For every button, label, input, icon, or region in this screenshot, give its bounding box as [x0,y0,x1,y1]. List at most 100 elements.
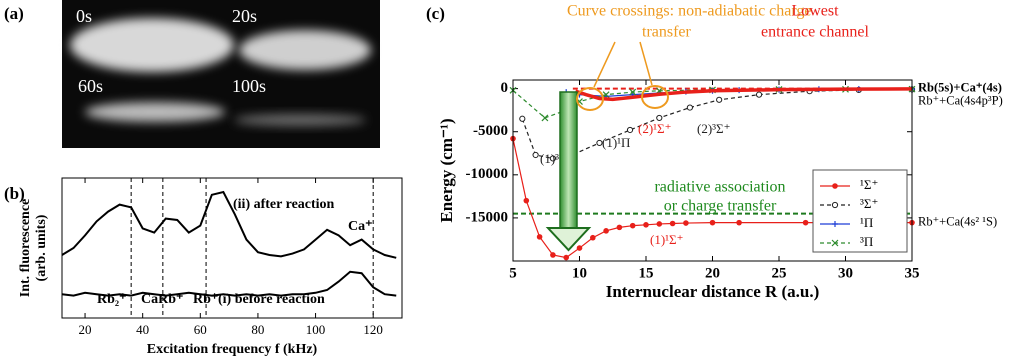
plot-frame [512,79,913,262]
frame-time: 60s [78,76,103,96]
annotation: radiative association [654,179,785,196]
point [563,254,569,261]
crossing-circle [576,87,604,111]
x-tick-label: 10 [572,265,587,281]
annotation: (1)¹Σ⁺ [650,232,683,247]
point [549,155,557,162]
point [532,151,539,159]
frame-time: 100s [232,76,266,96]
annotation: (2)³Σ⁺ [697,121,730,136]
point [576,245,583,251]
curve-label: (i) before reaction [218,292,325,307]
frame-time: 20s [232,6,257,26]
point [603,228,609,234]
panel-label: (b) [4,184,25,203]
point [716,96,723,103]
panel-label: (a) [4,4,24,23]
point [755,91,763,98]
point [602,91,610,99]
asymptote-label: Rb⁺+Ca(4s² ¹S) [918,215,997,229]
x-tick-label: 25 [772,265,787,281]
y-tick-label: 0 [501,80,509,96]
x-tick-label: 60 [194,322,207,337]
point [643,222,649,228]
pointer [639,41,653,86]
point [709,219,716,226]
annotation: (2)¹Σ⁺ [638,121,671,136]
x-tick-label: 35 [905,265,920,281]
y-axis-label: Energy (cm⁻¹) [437,118,456,222]
point [550,252,556,258]
x-tick-label: 20 [705,265,720,281]
marker-label: CaRb⁺ [141,292,183,307]
annotation: Curve crossings: non-adiabatic charge [567,3,812,20]
x-tick-label: 100 [306,322,326,337]
entrance-channel [574,87,913,102]
x-tick-label: 30 [838,265,853,281]
annotation: Lowest [791,3,839,20]
y-axis-label: (arb. units) [34,214,49,281]
point [683,220,689,226]
series-line [61,190,397,259]
y-tick-label: -5000 [473,123,508,139]
annotation: or charge transfer [664,198,777,215]
y-tick-label: -15000 [466,209,509,225]
ion-cloud [70,18,234,72]
point [629,88,637,96]
frame-time: 0s [76,6,92,26]
point [596,139,603,147]
point [669,220,676,227]
point [629,222,636,229]
point [802,219,809,226]
legend-marker [832,221,838,227]
x-axis-label: Excitation frequency f (kHz) [147,342,318,357]
x-tick-label: 15 [639,265,654,281]
point [656,114,663,122]
x-axis-label: Internuclear distance R (a.u.) [606,282,820,301]
point [626,126,634,134]
asymptote-label: Rb⁺+Ca(4s4p³P) [918,93,1003,107]
point [523,197,530,204]
series-line [61,270,397,297]
annotation: entrance channel [761,24,869,41]
ion-cloud [239,30,371,70]
x-tick-label: 40 [136,322,149,337]
x-tick-label: 80 [251,322,264,337]
arrow-shaft [559,91,578,229]
transition-arrow [545,41,669,252]
y-tick-label: -10000 [466,166,509,182]
fluorescence-images: 0s 20s 60s 100s [62,0,380,148]
asymptote-label: Rb(5s)+Ca⁺(4s) [918,80,1002,94]
legend-marker [831,201,839,209]
point [736,219,742,226]
point [519,115,526,122]
x-tick-label: 5 [509,265,517,281]
point [541,114,549,122]
x-tick-label: 120 [363,322,383,337]
panel-label: (c) [426,4,445,23]
pointer [593,41,616,88]
y-axis-label: Int. fluorescence [18,199,33,298]
point [616,224,623,231]
legend-marker [832,183,838,189]
legend-marker [831,239,839,247]
ion-cloud [234,114,366,126]
point [686,104,693,111]
arrow-head [545,227,592,252]
x-tick-label: 20 [79,322,92,337]
crossing-circle [641,85,669,109]
point [536,234,543,240]
curve-label: (ii) after reaction [233,197,335,212]
legend-label: ¹Π [860,215,873,230]
ion-cloud [85,102,225,122]
legend-box [812,169,908,253]
legend-label: ³Σ⁺ [860,196,878,211]
point [656,221,663,227]
legend-label: ¹Σ⁺ [860,177,878,192]
marker-label: Ca⁺ [348,219,373,234]
plot-frame [61,177,403,319]
annotation: (1)¹Π [602,135,630,150]
annotation: transfer [642,24,692,41]
point [590,234,596,241]
